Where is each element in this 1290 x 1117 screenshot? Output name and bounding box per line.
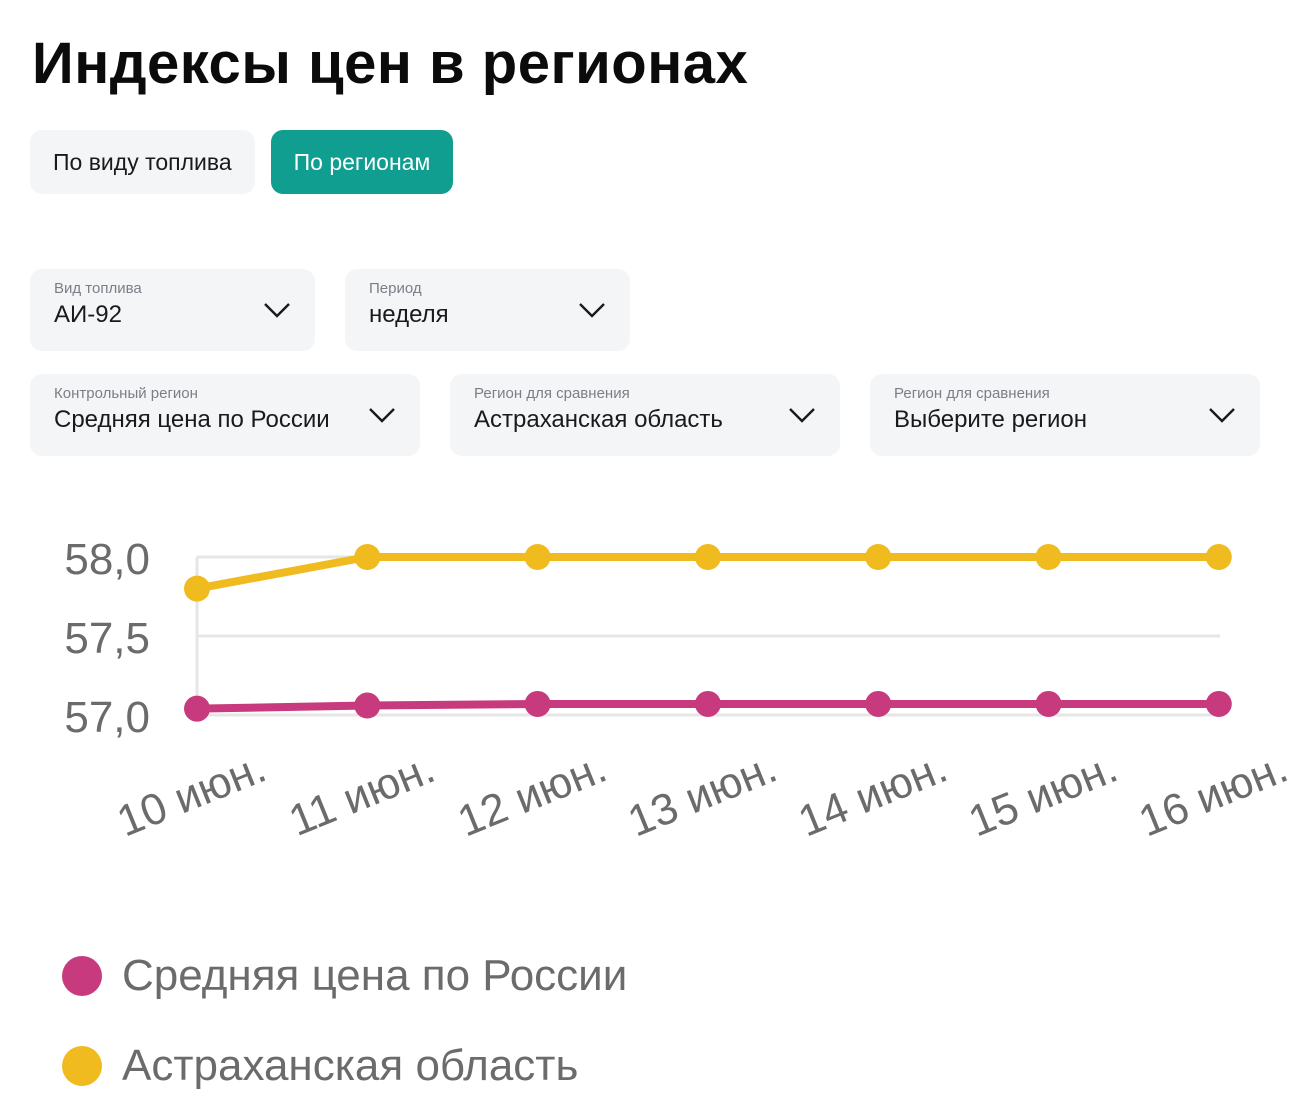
compare-region-2-select[interactable]: Регион для сравнения Выберите регион (870, 374, 1260, 456)
data-point[interactable] (1205, 544, 1232, 570)
data-point[interactable] (865, 690, 892, 717)
control-region-select[interactable]: Контрольный регион Средняя цена по Росси… (30, 374, 420, 456)
x-tick-label: 14 июн. (792, 743, 954, 847)
x-tick-label: 13 июн. (621, 743, 783, 847)
data-point[interactable] (865, 544, 892, 570)
period-select[interactable]: Период неделя (345, 269, 630, 351)
compare-region-1-select[interactable]: Регион для сравнения Астраханская област… (450, 374, 840, 456)
chart-legend: Средняя цена по России Астраханская обла… (62, 946, 627, 1096)
fuel-select-label: Вид топлива (54, 280, 142, 297)
legend-item-russia[interactable]: Средняя цена по России (62, 946, 627, 1006)
legend-label-astrakhan: Астраханская область (122, 1041, 579, 1090)
data-point[interactable] (524, 544, 551, 570)
fuel-select[interactable]: Вид топлива АИ-92 (30, 269, 315, 351)
compare-region-1-label: Регион для сравнения (474, 385, 630, 402)
legend-label-russia: Средняя цена по России (122, 951, 628, 1000)
data-point[interactable] (1035, 690, 1062, 717)
chevron-down-icon (369, 408, 395, 423)
tab-by-fuel[interactable]: По виду топлива (30, 130, 255, 194)
data-point[interactable] (694, 544, 721, 570)
data-point[interactable] (354, 544, 381, 570)
data-point[interactable] (354, 692, 381, 719)
y-tick-label: 58,0 (64, 535, 150, 584)
legend-marker-astrakhan (62, 1046, 102, 1086)
period-select-label: Период (369, 280, 422, 297)
compare-region-2-label: Регион для сравнения (894, 385, 1050, 402)
data-point[interactable] (1205, 690, 1232, 717)
chevron-down-icon (264, 303, 290, 318)
price-index-chart: 57,0 57,5 58,0 10 июн. 11 июн. 12 июн. 13 июн.… (64, 535, 1290, 847)
x-tick-label: 15 июн. (962, 743, 1124, 847)
chevron-down-icon (579, 303, 605, 318)
data-point[interactable] (694, 690, 721, 717)
compare-region-2-value: Выберите регион (894, 406, 1088, 433)
y-tick-label: 57,0 (64, 693, 150, 742)
data-point[interactable] (1035, 544, 1062, 570)
legend-item-astrakhan[interactable]: Астраханская область (62, 1036, 627, 1096)
view-tabs: По виду топлива По регионам (30, 130, 454, 194)
data-point[interactable] (524, 690, 551, 717)
page-title: Индексы цен в регионах (32, 31, 749, 96)
compare-region-1-value: Астраханская область (474, 406, 723, 433)
fuel-select-value: АИ-92 (54, 301, 122, 328)
chevron-down-icon (1209, 408, 1235, 423)
x-tick-label: 16 июн. (1132, 743, 1290, 847)
control-region-value: Средняя цена по России (54, 406, 330, 433)
x-tick-label: 10 июн. (110, 743, 272, 847)
control-region-label: Контрольный регион (54, 385, 198, 402)
data-point[interactable] (184, 695, 210, 722)
chevron-down-icon (789, 408, 815, 423)
x-tick-label: 11 июн. (282, 743, 441, 845)
tab-by-region[interactable]: По регионам (270, 130, 454, 194)
data-point[interactable] (184, 575, 210, 602)
x-tick-label: 12 июн. (451, 743, 613, 847)
period-select-value: неделя (369, 301, 449, 328)
y-tick-label: 57,5 (64, 614, 150, 663)
legend-marker-russia (62, 956, 102, 996)
